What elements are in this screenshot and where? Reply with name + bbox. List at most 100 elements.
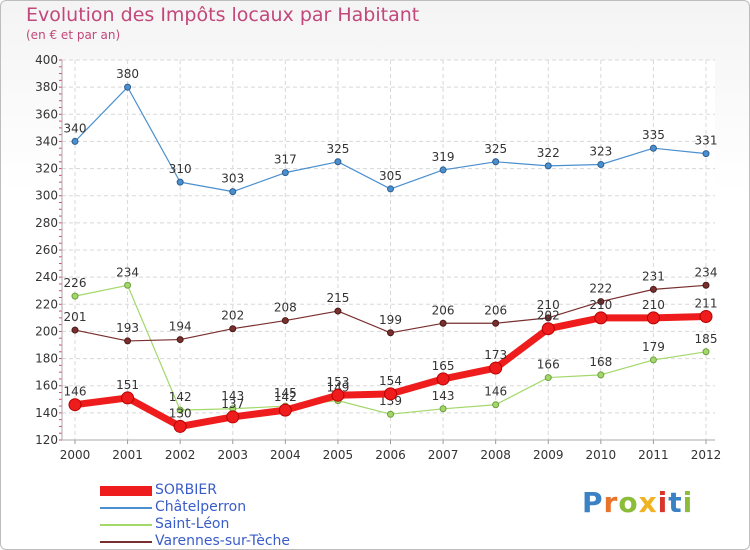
legend-swatch (100, 506, 152, 509)
data-point (699, 310, 713, 323)
x-tick-label: 2010 (586, 448, 617, 462)
x-tick-label: 2004 (270, 448, 301, 462)
data-point (387, 329, 394, 337)
data-point (649, 356, 657, 364)
data-point (384, 387, 397, 401)
y-tick-label: 240 (35, 270, 58, 284)
data-label: 168 (589, 355, 612, 369)
data-label: 185 (695, 332, 718, 346)
y-tick-label: 360 (35, 107, 58, 121)
data-point (281, 169, 289, 177)
y-tick-label: 220 (35, 297, 58, 311)
data-point (702, 348, 710, 356)
data-point (124, 337, 132, 345)
data-point (229, 188, 237, 196)
data-point (541, 322, 555, 336)
data-label: 208 (274, 301, 297, 315)
data-label: 310 (169, 162, 192, 176)
data-label: 193 (116, 321, 139, 335)
data-point (281, 317, 289, 325)
data-point (334, 158, 342, 166)
data-point (68, 398, 82, 412)
data-point (387, 185, 394, 193)
y-tick-label: 400 (35, 53, 58, 67)
data-label: 305 (379, 169, 402, 183)
y-tick-label: 140 (35, 406, 58, 420)
data-point (702, 281, 710, 289)
data-label: 142 (169, 390, 192, 404)
data-point (71, 292, 79, 300)
y-tick-label: 200 (35, 324, 58, 338)
x-tick-label: 2011 (638, 448, 669, 462)
data-label: 173 (484, 348, 507, 362)
y-tick-label: 320 (35, 162, 58, 176)
logo-letter: o (618, 486, 639, 519)
data-label: 145 (274, 386, 297, 400)
x-tick-label: 2007 (428, 448, 459, 462)
data-point (229, 325, 237, 333)
data-point (278, 403, 292, 417)
y-tick-label: 180 (35, 352, 58, 366)
data-label: 380 (116, 67, 139, 81)
data-point (649, 144, 657, 152)
data-label: 335 (642, 128, 665, 142)
data-point (544, 374, 552, 382)
data-label: 317 (274, 153, 297, 167)
proxiti-logo: Proxiti (582, 486, 693, 519)
data-point (226, 410, 240, 424)
data-label: 340 (64, 121, 87, 135)
data-label: 325 (326, 142, 349, 156)
data-label: 153 (326, 375, 349, 389)
data-point (646, 311, 660, 325)
y-tick-label: 160 (35, 379, 58, 393)
data-label: 231 (642, 269, 665, 283)
legend-label: Varennes-sur-Tèche (155, 533, 291, 549)
data-label: 222 (589, 282, 612, 296)
data-point (439, 319, 447, 327)
logo-letter: r (603, 486, 619, 519)
logo-letter: x (638, 486, 658, 519)
legend-swatch (100, 523, 152, 526)
data-point (436, 372, 450, 386)
data-point (334, 307, 342, 315)
y-tick-label: 120 (35, 433, 58, 447)
data-point (176, 336, 184, 344)
data-point (124, 83, 132, 91)
data-label: 151 (116, 378, 139, 392)
data-label: 139 (379, 394, 402, 408)
data-point (492, 401, 500, 409)
y-tick-label: 300 (35, 189, 58, 203)
data-point (597, 371, 605, 379)
x-tick-label: 2012 (691, 448, 722, 462)
data-label: 323 (589, 145, 612, 159)
x-tick-label: 2002 (165, 448, 196, 462)
data-label: 202 (537, 309, 560, 323)
data-label: 202 (221, 309, 244, 323)
data-point (544, 162, 552, 170)
data-point (176, 406, 184, 414)
x-tick-label: 2008 (480, 448, 511, 462)
data-label: 130 (169, 406, 192, 420)
y-tick-label: 340 (35, 134, 58, 148)
data-label: 303 (221, 172, 244, 186)
data-label: 210 (642, 298, 665, 312)
data-point (71, 137, 79, 145)
data-label: 179 (642, 340, 665, 354)
x-tick-label: 2009 (533, 448, 564, 462)
data-label: 142 (274, 390, 297, 404)
data-point (597, 161, 605, 168)
data-point (702, 150, 710, 158)
data-label: 210 (589, 298, 612, 312)
data-label: 146 (64, 385, 87, 399)
y-tick-label: 280 (35, 216, 58, 230)
data-label: 206 (432, 303, 455, 317)
data-label: 154 (379, 374, 402, 388)
chart-title: Evolution des Impôts locaux par Habitant (26, 4, 420, 26)
logo-letter: t (668, 486, 683, 519)
data-label: 143 (221, 389, 244, 403)
y-tick-label: 380 (35, 80, 58, 94)
x-tick-label: 2003 (217, 448, 248, 462)
data-point (649, 285, 657, 293)
data-label: 331 (695, 134, 718, 148)
